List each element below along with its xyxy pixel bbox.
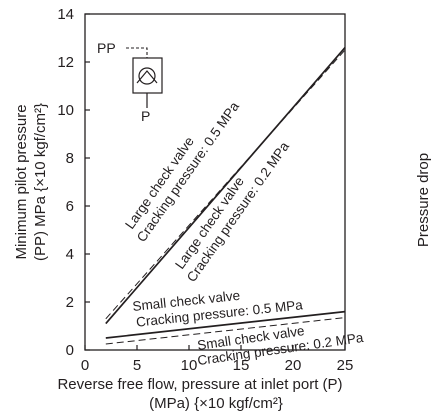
annotation-small-02: Small check valve Cracking pressure: 0.2… [196, 323, 364, 368]
y-tick-label: 4 [66, 246, 74, 263]
x-tick-label: 25 [337, 357, 354, 374]
annotation-small-05: Small check valve Cracking pressure: 0.5… [132, 288, 304, 330]
series-line-3 [105, 310, 346, 339]
pilot-port-label: PP [97, 40, 116, 56]
axis-ticks: 0 2 4 6 8 10 12 14 0 5 10 15 20 25 [57, 6, 353, 374]
x-tick-label: 10 [181, 357, 198, 374]
series-line-4 [105, 317, 346, 345]
x-tick-label: 20 [285, 357, 302, 374]
y-tick-label: 0 [66, 342, 74, 359]
y-axis-title-line2: (PP) MPa {×10 kgf/cm²} [32, 103, 49, 261]
series-line-2 [105, 47, 346, 325]
series-lines [105, 47, 346, 345]
plot-frame [84, 13, 346, 351]
y-tick-label: 10 [57, 102, 74, 119]
y-tick-label: 14 [57, 6, 74, 23]
y-tick-label: 8 [66, 150, 74, 167]
x-axis-title-line1: Reverse free flow, pressure at inlet por… [57, 376, 342, 393]
x-tick-label: 15 [233, 357, 250, 374]
inlet-port-label: P [141, 108, 150, 124]
y-tick-label: 6 [66, 198, 74, 215]
y-axis-title-line1: Minimum pilot pressure [13, 104, 30, 259]
check-valve-symbol-icon: PP P [97, 40, 163, 124]
y-tick-label: 12 [57, 54, 74, 71]
right-axis-title: Pressure drop [415, 153, 432, 247]
x-axis-title-line2: (MPa) {×10 kgf/cm²} [149, 395, 283, 412]
x-tick-label: 0 [81, 357, 89, 374]
x-tick-label: 5 [133, 357, 141, 374]
y-tick-label: 2 [66, 294, 74, 311]
